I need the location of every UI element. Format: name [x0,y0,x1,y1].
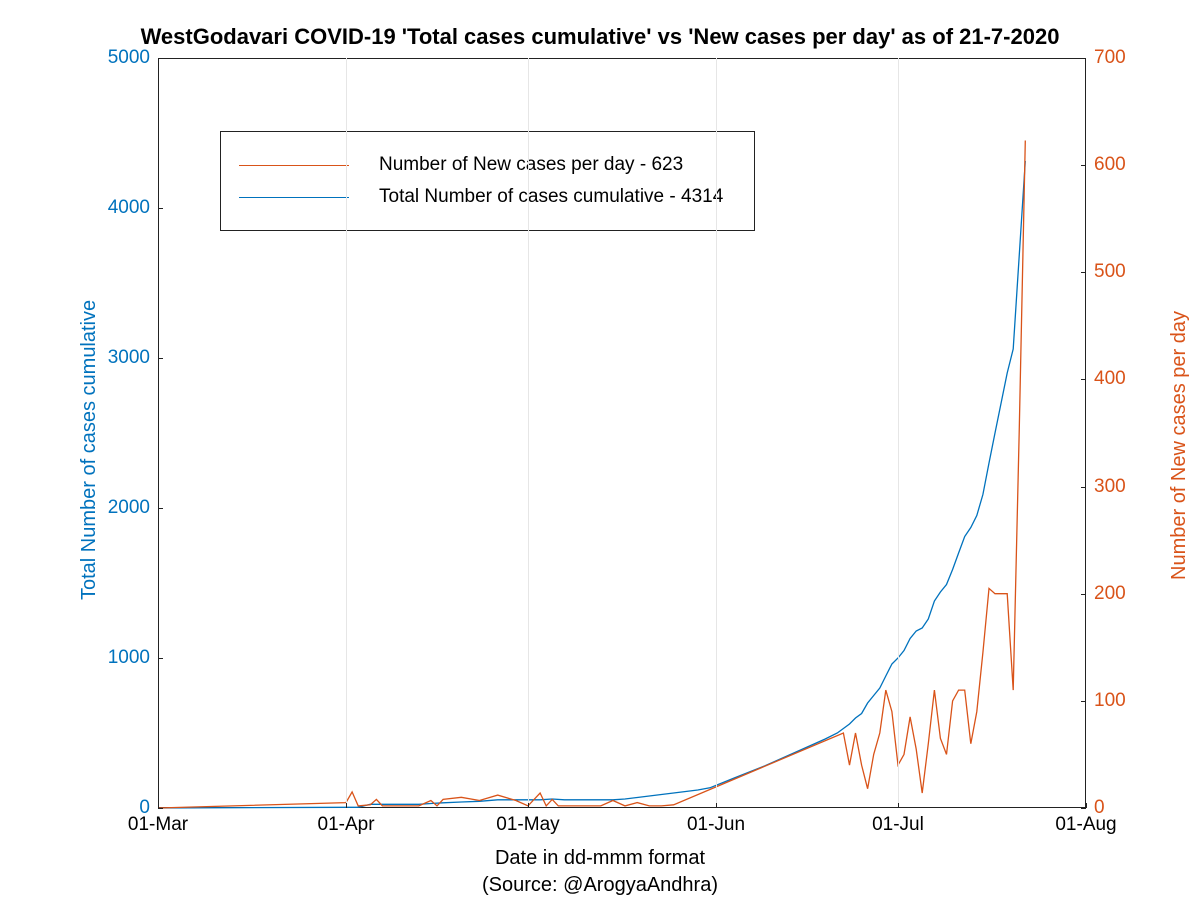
y-right-tick-label: 600 [1094,154,1144,176]
y-right-tick-label: 700 [1094,47,1144,69]
y-right-tick-mark [1081,808,1086,809]
x-tick-mark [346,803,347,808]
series-newcases-line [158,141,1025,809]
y-left-tick-mark [158,58,163,59]
y-right-tick-label: 500 [1094,261,1144,283]
y-left-tick-mark [158,808,163,809]
y-right-tick-label: 300 [1094,476,1144,498]
legend-swatch [239,165,349,166]
y-right-tick-mark [1081,701,1086,702]
y-left-tick-mark [158,658,163,659]
y-left-tick-label: 2000 [92,497,150,519]
grid-line-vertical [528,58,529,808]
y-right-tick-mark [1081,594,1086,595]
x-tick-mark [716,803,717,808]
x-tick-mark [1086,803,1087,808]
x-tick-label: 01-Jun [666,814,766,836]
legend: Number of New cases per day - 623 Total N… [220,131,755,231]
grid-line-vertical [898,58,899,808]
y-right-tick-mark [1081,272,1086,273]
y-right-tick-mark [1081,379,1086,380]
x-tick-mark [528,803,529,808]
y-right-tick-label: 100 [1094,690,1144,712]
y-right-tick-label: 200 [1094,583,1144,605]
y-left-tick-mark [158,358,163,359]
x-tick-label: 01-Apr [296,814,396,836]
chart-container: WestGodavari COVID-19 'Total cases cumul… [0,0,1200,900]
y-right-tick-mark [1081,58,1086,59]
y-right-tick-label: 0 [1094,797,1144,819]
y-left-tick-mark [158,208,163,209]
x-tick-label: 01-Jul [848,814,948,836]
grid-line-vertical [716,58,717,808]
y-left-tick-label: 3000 [92,347,150,369]
y-right-tick-mark [1081,487,1086,488]
legend-item: Number of New cases per day - 623 [239,154,736,176]
x-tick-mark [898,803,899,808]
y-right-tick-mark [1081,165,1086,166]
y-left-tick-label: 1000 [92,647,150,669]
legend-label: Total Number of cases cumulative - 4314 [379,186,723,208]
legend-item: Total Number of cases cumulative - 4314 [239,186,736,208]
y-left-tick-mark [158,508,163,509]
legend-label: Number of New cases per day - 623 [379,154,683,176]
y-left-tick-label: 5000 [92,47,150,69]
grid-line-vertical [346,58,347,808]
y-left-tick-label: 4000 [92,197,150,219]
legend-swatch [239,197,349,198]
y-right-tick-label: 400 [1094,368,1144,390]
y-left-tick-label: 0 [92,797,150,819]
series-cumulative-line [158,161,1025,808]
x-tick-label: 01-May [478,814,578,836]
